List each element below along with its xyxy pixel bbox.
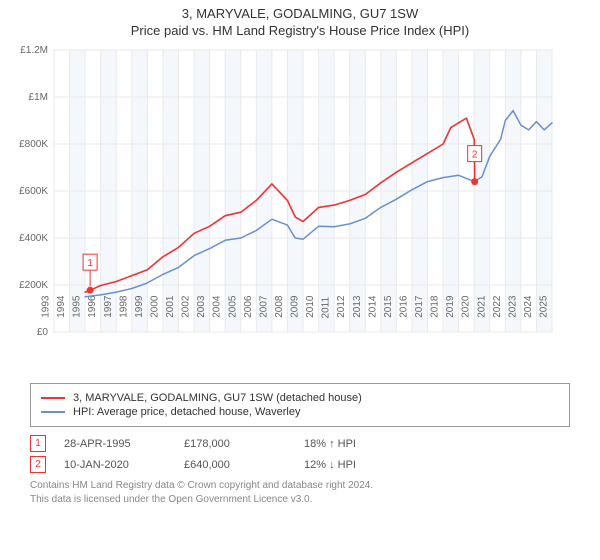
svg-text:£1M: £1M: [29, 92, 48, 103]
svg-text:£1.2M: £1.2M: [20, 45, 48, 56]
footer-line: Contains HM Land Registry data © Crown c…: [30, 479, 570, 493]
svg-text:2006: 2006: [243, 295, 254, 318]
svg-text:2014: 2014: [367, 295, 378, 318]
svg-text:2005: 2005: [227, 295, 238, 318]
legend: 3, MARYVALE, GODALMING, GU7 1SW (detache…: [30, 383, 570, 427]
svg-text:2003: 2003: [196, 295, 207, 318]
svg-text:1996: 1996: [87, 295, 98, 318]
svg-text:£400K: £400K: [19, 233, 48, 244]
svg-text:2024: 2024: [523, 295, 534, 318]
svg-text:2015: 2015: [383, 295, 394, 318]
svg-text:2009: 2009: [290, 295, 301, 318]
svg-text:2013: 2013: [352, 295, 363, 318]
page-title: 3, MARYVALE, GODALMING, GU7 1SW: [0, 6, 600, 21]
svg-text:£800K: £800K: [19, 139, 48, 150]
svg-text:2004: 2004: [212, 295, 223, 318]
svg-text:2023: 2023: [507, 295, 518, 318]
svg-text:1997: 1997: [103, 295, 114, 318]
svg-text:2018: 2018: [430, 295, 441, 318]
legend-label: HPI: Average price, detached house, Wave…: [73, 406, 300, 418]
svg-text:2020: 2020: [461, 295, 472, 318]
footer: Contains HM Land Registry data © Crown c…: [30, 479, 570, 506]
flag-date: 28-APR-1995: [64, 438, 184, 450]
svg-text:1998: 1998: [118, 295, 129, 318]
legend-row: HPI: Average price, detached house, Wave…: [41, 406, 559, 418]
svg-text:2001: 2001: [165, 295, 176, 318]
svg-text:2019: 2019: [445, 295, 456, 318]
svg-text:2010: 2010: [305, 295, 316, 318]
svg-text:1993: 1993: [41, 295, 52, 318]
svg-text:2012: 2012: [336, 295, 347, 318]
svg-text:2021: 2021: [476, 295, 487, 318]
legend-label: 3, MARYVALE, GODALMING, GU7 1SW (detache…: [73, 392, 362, 404]
flag-badge-icon: 2: [30, 456, 46, 473]
svg-text:1994: 1994: [56, 295, 67, 318]
legend-row: 3, MARYVALE, GODALMING, GU7 1SW (detache…: [41, 392, 559, 404]
svg-text:1995: 1995: [72, 295, 83, 318]
svg-text:2008: 2008: [274, 295, 285, 318]
flag-date: 10-JAN-2020: [64, 459, 184, 471]
svg-text:1999: 1999: [134, 295, 145, 318]
flag-badge-icon: 1: [30, 435, 46, 452]
svg-text:1: 1: [87, 258, 93, 269]
svg-text:£600K: £600K: [19, 186, 48, 197]
chart-svg: £0 £200K £400K £600K £800K £1M £1.2M 1993 1994 19…: [0, 42, 560, 372]
svg-text:2022: 2022: [492, 295, 503, 318]
flag-row: 1 28-APR-1995 £178,000 18% ↑ HPI: [30, 435, 570, 452]
svg-text:2011: 2011: [321, 297, 332, 319]
flag-delta: 12% ↓ HPI: [304, 459, 424, 471]
flags-table: 1 28-APR-1995 £178,000 18% ↑ HPI 2 10-JA…: [30, 435, 570, 473]
legend-swatch-subject: [41, 397, 65, 399]
svg-text:£0: £0: [37, 327, 49, 338]
svg-text:2016: 2016: [398, 295, 409, 318]
svg-text:2002: 2002: [181, 295, 192, 318]
svg-text:2000: 2000: [149, 295, 160, 318]
svg-text:2025: 2025: [539, 295, 550, 318]
svg-text:2007: 2007: [258, 295, 269, 318]
page-subtitle: Price paid vs. HM Land Registry's House …: [0, 23, 600, 38]
flag-price: £178,000: [184, 438, 304, 450]
footer-line: This data is licensed under the Open Gov…: [30, 493, 570, 507]
price-chart: £0 £200K £400K £600K £800K £1M £1.2M 1993 1994 19…: [0, 42, 600, 377]
flag-delta: 18% ↑ HPI: [304, 438, 424, 450]
legend-swatch-hpi: [41, 411, 65, 413]
svg-text:£200K: £200K: [19, 280, 48, 291]
flag-price: £640,000: [184, 459, 304, 471]
flag-row: 2 10-JAN-2020 £640,000 12% ↓ HPI: [30, 456, 570, 473]
svg-text:2: 2: [472, 150, 478, 161]
svg-text:2017: 2017: [414, 295, 425, 318]
